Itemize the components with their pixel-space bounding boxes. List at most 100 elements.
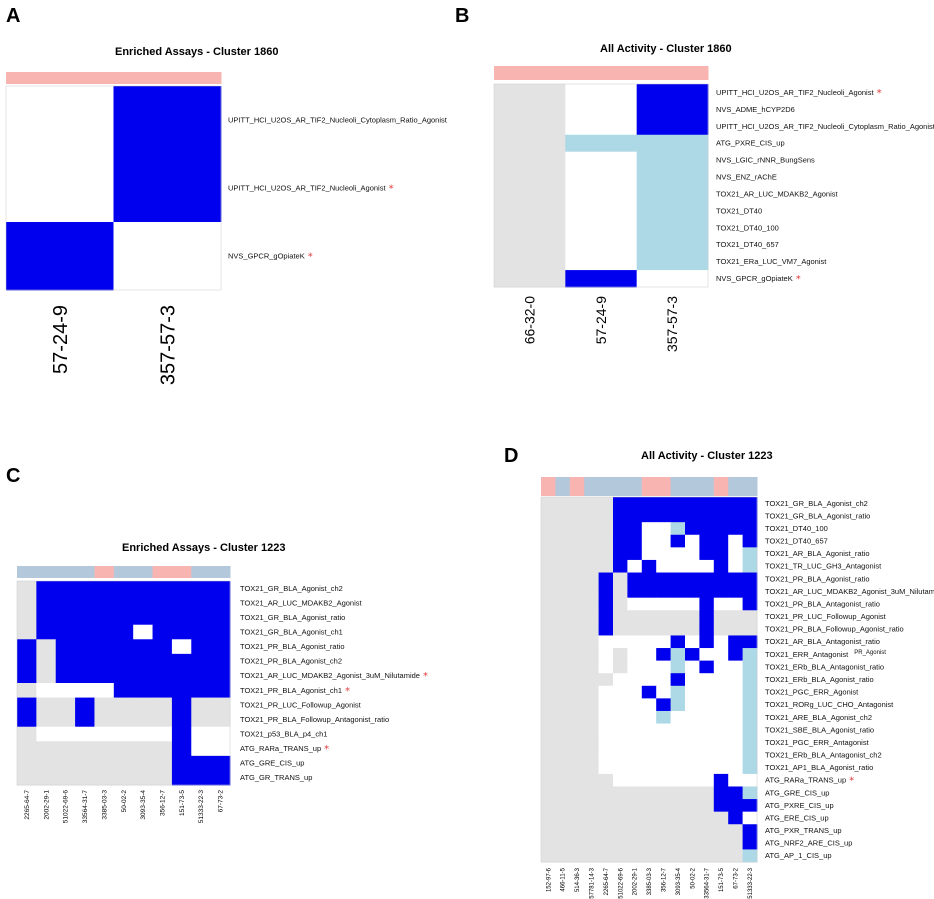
panel-a: A Enriched Assays - Cluster 1860 UPITT_HCI…: [5, 5, 448, 385]
heatmap-cell: [555, 685, 571, 699]
heatmap-cell: [555, 836, 571, 850]
heatmap-cell: [210, 755, 231, 771]
heatmap-cell: [555, 559, 571, 574]
heatmap-cell: [113, 668, 134, 684]
column-label: 50-02-2: [121, 790, 128, 813]
heatmap-cell: [171, 668, 192, 684]
heatmap-cell: [210, 595, 231, 611]
heatmap-cell: [627, 710, 643, 725]
heatmap-cell: [152, 712, 173, 728]
heatmap-cell: [113, 222, 222, 291]
heatmap-cell: [569, 786, 585, 800]
heatmap-cell: [656, 723, 672, 737]
heatmap-cell: [75, 755, 95, 771]
heatmap-cell: [598, 773, 614, 787]
heatmap-cell: [656, 786, 672, 800]
heatmap-cell: [627, 522, 643, 536]
heatmap-cell: [728, 736, 744, 750]
heatmap-cell: [713, 836, 729, 850]
heatmap-cell: [656, 773, 672, 787]
row-label: ATG_RARa_TRANS_up: [240, 744, 321, 753]
heatmap-cell: [613, 698, 628, 712]
column-label: 2002-29-1: [43, 790, 50, 820]
heatmap-cell: [641, 610, 657, 624]
heatmap-cell: [713, 761, 729, 775]
heatmap-cell: [541, 811, 556, 825]
heatmap-cell: [113, 581, 134, 597]
heatmap-cell: [713, 799, 729, 813]
heatmap-cell: [210, 697, 231, 713]
heatmap-cell: [133, 581, 154, 597]
heatmap-cell: [641, 723, 657, 737]
group-bar-segment: [685, 477, 700, 496]
heatmap-cell: [613, 648, 628, 662]
row-label: TOX21_PR_BLA_Agonist_ratio: [240, 642, 345, 651]
heatmap-cell: [656, 736, 672, 750]
heatmap-cell: [636, 236, 709, 254]
heatmap-cell: [191, 639, 212, 655]
row-label: TOX21_AR_LUC_MDAKB2_Agonist: [240, 598, 363, 607]
heatmap-cell: [670, 748, 686, 762]
heatmap-cell: [569, 509, 585, 523]
row-label: ATG_RARa_TRANS_up: [765, 776, 846, 785]
heatmap-cell: [656, 849, 672, 863]
heatmap-cell: [584, 723, 600, 737]
row-label: TOX21_PR_BLA_Followup_Antagonist_ratio: [240, 715, 389, 724]
heatmap-cell: [670, 622, 686, 636]
heatmap-cell: [699, 522, 715, 536]
heatmap-cell: [191, 697, 212, 713]
column-label: 356-12-7: [662, 867, 668, 892]
row-label: UPITT_HCI_U2OS_AR_TIF2_Nucleoli_Agonist: [228, 184, 386, 193]
heatmap-cell: [713, 522, 729, 536]
heatmap-cell: [613, 836, 628, 850]
heatmap-cell: [713, 723, 729, 737]
heatmap-cell: [713, 786, 729, 800]
panel-letter: C: [6, 465, 20, 487]
heatmap-cell: [94, 595, 115, 611]
heatmap-cell: [742, 698, 758, 712]
heatmap-cell: [565, 168, 638, 186]
heatmap-cell: [699, 509, 715, 523]
heatmap-cell: [656, 509, 672, 523]
heatmap-cell: [55, 712, 76, 728]
row-label: ATG_GRE_CIS_up: [765, 788, 829, 797]
heatmap-cell: [584, 597, 600, 611]
heatmap-cell: [641, 497, 657, 511]
heatmap-cell: [641, 748, 657, 762]
heatmap-cell: [541, 522, 556, 536]
heatmap-cell: [210, 581, 231, 597]
heatmap-cell: [565, 151, 638, 170]
heatmap-cell: [598, 748, 614, 762]
group-bar-segment: [656, 477, 672, 496]
heatmap-cell: [636, 185, 709, 203]
heatmap-cell: [656, 497, 672, 511]
column-label: 2265-64-7: [604, 867, 610, 895]
heatmap-cell: [613, 559, 628, 574]
row-label: TOX21_ERa_LUC_VM7_Agonist: [716, 257, 827, 266]
heatmap-cell: [656, 622, 672, 636]
column-label: 51022-69-6: [63, 790, 70, 824]
column-label: 67-73-2: [734, 867, 740, 888]
heatmap-cell: [627, 622, 643, 636]
heatmap-cell: [627, 509, 643, 523]
panel-b: B All Activity - Cluster 1860 UPITT_HCI_U2…: [455, 5, 934, 352]
heatmap-cell: [569, 824, 585, 838]
heatmap-cell: [55, 726, 76, 742]
group-bar-segment: [598, 477, 614, 496]
heatmap-cell: [627, 685, 643, 699]
heatmap-cell: [742, 660, 758, 674]
heatmap-cell: [584, 748, 600, 762]
heatmap-cell: [113, 697, 134, 713]
heatmap-cell: [541, 597, 556, 611]
heatmap-cell: [685, 723, 700, 737]
row-label: ATG_ERE_CIS_up: [765, 813, 829, 822]
heatmap-cell: [656, 710, 672, 725]
heatmap-cell: [494, 117, 566, 136]
heatmap-cell: [627, 811, 643, 825]
heatmap-cell: [55, 595, 76, 611]
heatmap-cell: [699, 547, 715, 561]
heatmap-cell: [113, 610, 134, 626]
heatmap-cell: [17, 624, 37, 640]
column-label: 67-73-2: [218, 790, 225, 813]
heatmap-cell: [191, 610, 212, 626]
